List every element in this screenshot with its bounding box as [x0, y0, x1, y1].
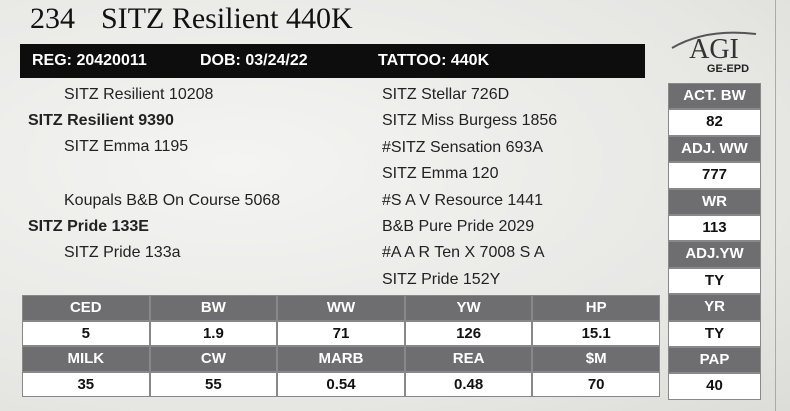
epd-value: 1.9: [149, 320, 278, 346]
pedigree-entry: SITZ Emma 120: [382, 165, 499, 183]
performance-value: 113: [668, 215, 761, 242]
pedigree-entry: SITZ Pride 152Y: [382, 270, 501, 288]
tattoo: TATTOO: 440K: [378, 52, 490, 69]
epd-header: MARB: [277, 346, 405, 372]
pedigree-entry: SITZ Emma 1195: [64, 138, 189, 155]
registration-bar: [20, 44, 645, 78]
logo-sub: GE-EPD: [707, 63, 749, 75]
pedigree-sire: SITZ Resilient 9390: [28, 112, 174, 129]
performance-label: WR: [668, 188, 761, 215]
pedigree-entry: #S A V Resource 1441: [382, 191, 543, 209]
epd-value: 5: [22, 320, 150, 346]
agi-logo: AGI GE-EPD: [671, 31, 757, 75]
pedigree-entry: SITZ Pride 133a: [64, 244, 181, 261]
performance-value: 82: [668, 109, 761, 136]
performance-label: ADJ. WW: [668, 135, 761, 163]
pedigree-entry: SITZ Stellar 726D: [382, 86, 510, 103]
registration: REG: 20420011: [32, 52, 147, 69]
pedigree-entry: SITZ Resilient 10208: [64, 86, 214, 103]
pedigree-entry: Koupals B&B On Course 5068: [64, 192, 281, 209]
epd-header: YW: [404, 295, 533, 321]
epd-header: MILK: [22, 346, 150, 372]
epd-value: 0.54: [277, 371, 405, 397]
epd-value: 15.1: [532, 320, 660, 346]
epd-header: BW: [149, 295, 278, 321]
epd-value: 126: [404, 320, 533, 346]
pedigree-entry: SITZ Miss Burgess 1856: [382, 112, 558, 130]
epd-header: REA: [404, 346, 533, 372]
performance-label: PAP: [668, 347, 761, 374]
page-rule: [775, 0, 776, 411]
epd-value: 0.48: [404, 371, 533, 397]
performance-value: TY: [668, 320, 761, 347]
epd-header: $M: [532, 346, 660, 372]
epd-value: 70: [532, 371, 660, 397]
epd-value: 35: [22, 371, 150, 397]
pedigree-entry: B&B Pure Pride 2029: [382, 218, 535, 235]
performance-label: YR: [668, 294, 761, 321]
performance-value: TY: [668, 267, 761, 295]
pedigree-dam: SITZ Pride 133E: [28, 218, 149, 235]
logo-brand: AGI: [689, 34, 739, 65]
pedigree-entry: #SITZ Sensation 693A: [382, 138, 543, 156]
epd-header: CED: [22, 295, 150, 321]
epd-header: HP: [532, 295, 660, 321]
epd-header: CW: [149, 346, 278, 372]
epd-header: WW: [277, 295, 405, 321]
performance-label: ACT. BW: [668, 83, 761, 110]
lot-title: 234 SITZ Resilient 440K: [30, 2, 379, 36]
lot-number: 234: [30, 2, 75, 35]
epd-value: 55: [149, 371, 278, 397]
pedigree-entry: #A A R Ten X 7008 S A: [382, 244, 545, 262]
animal-name: SITZ Resilient 440K: [101, 2, 353, 35]
birth-date: DOB: 03/24/22: [200, 52, 308, 69]
performance-value: 777: [668, 162, 761, 189]
performance-value: 40: [668, 373, 761, 400]
performance-label: ADJ.YW: [668, 241, 761, 268]
epd-value: 71: [277, 320, 405, 346]
